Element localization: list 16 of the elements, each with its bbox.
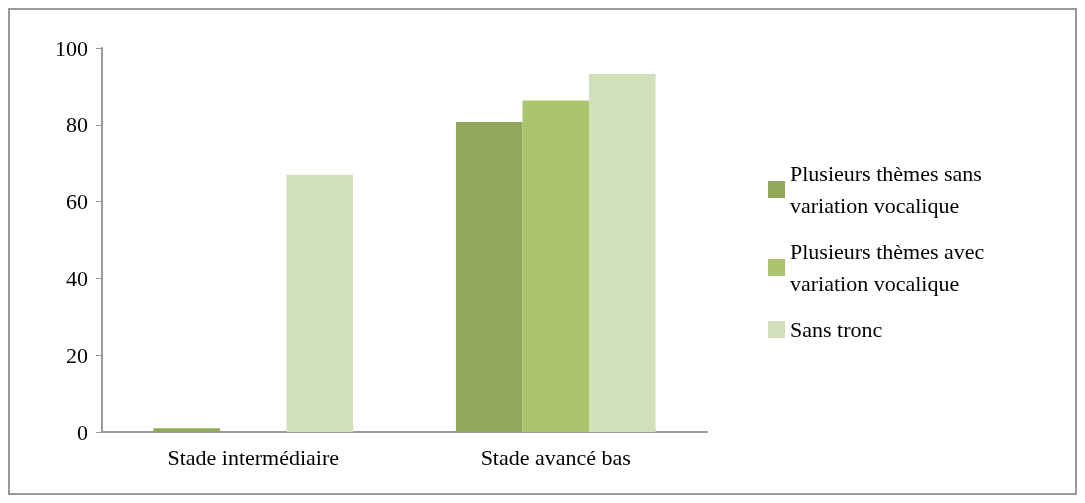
bar xyxy=(153,428,220,432)
x-tick-label: Stade intermédiaire xyxy=(167,444,340,470)
y-tick-label: 60 xyxy=(66,189,88,215)
legend-label: Plusieurs thèmes avec variation vocalique xyxy=(790,239,990,296)
y-tick-label: 40 xyxy=(66,265,88,291)
bar xyxy=(286,174,354,432)
legend-label: Sans tronc xyxy=(790,317,883,342)
bar xyxy=(455,122,523,432)
y-tick-label: 0 xyxy=(77,419,88,445)
bar xyxy=(522,100,590,432)
bar xyxy=(589,74,656,432)
x-tick-label: Stade avancé bas xyxy=(480,444,631,470)
legend-label: Plusieurs thèmes sans variation vocalique xyxy=(790,161,988,218)
y-tick-label: 20 xyxy=(66,342,88,368)
y-tick-label: 100 xyxy=(55,35,88,61)
y-tick-label: 80 xyxy=(66,112,88,138)
